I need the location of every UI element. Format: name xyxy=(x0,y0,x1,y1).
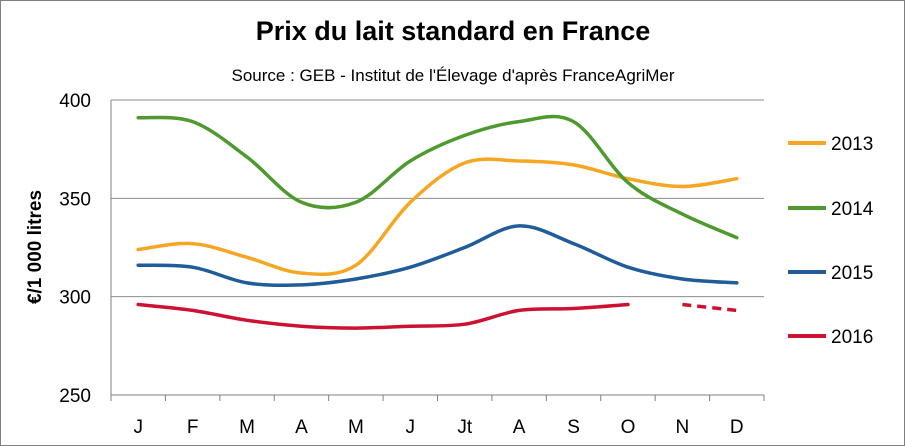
y-tick-label: 250 xyxy=(59,386,91,407)
x-tick-label: F xyxy=(187,417,199,438)
legend-label-2015: 2015 xyxy=(831,263,873,284)
y-axis-label: €/1 000 litres xyxy=(25,190,46,304)
x-tick-label: A xyxy=(513,417,526,438)
legend-label-2016: 2016 xyxy=(831,327,873,348)
axes xyxy=(110,100,765,401)
x-tick-label: M xyxy=(348,417,364,438)
legend-label-2014: 2014 xyxy=(831,199,874,220)
legend: 2013 2014 2015 2016 xyxy=(788,134,874,348)
x-tick-label: M xyxy=(239,417,255,438)
y-tick-label: 400 xyxy=(59,91,91,112)
x-tick-label: Jt xyxy=(457,417,473,438)
x-tick-label: O xyxy=(621,417,636,438)
series-line-2016 xyxy=(136,302,630,330)
chart-subtitle: Source : GEB - Institut de l'Élevage d'a… xyxy=(231,66,674,85)
x-tick-label: A xyxy=(295,417,308,438)
tick-labels: 250 300 350 400 J F M A M J Jt A S O N D xyxy=(59,91,743,438)
x-tick-label: S xyxy=(567,417,580,438)
series-line-2013 xyxy=(136,157,739,277)
series-lines xyxy=(136,114,739,330)
legend-label-2013: 2013 xyxy=(831,134,873,155)
x-tick-label: D xyxy=(730,417,744,438)
chart-title: Prix du lait standard en France xyxy=(256,16,651,46)
y-tick-label: 300 xyxy=(59,288,91,309)
series-line-2014 xyxy=(136,114,739,240)
series-line-2015 xyxy=(136,224,739,288)
x-tick-label: J xyxy=(406,417,416,438)
x-tick-label: J xyxy=(133,417,143,438)
gridlines xyxy=(111,99,764,298)
series-projection-2016 xyxy=(682,302,737,313)
y-tick-label: 350 xyxy=(59,189,91,210)
x-tick-label: N xyxy=(676,417,690,438)
